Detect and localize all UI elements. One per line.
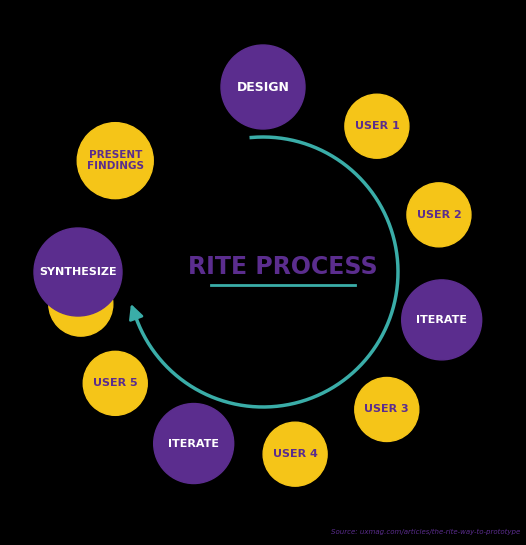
Circle shape [154,403,234,483]
Circle shape [34,228,122,316]
Text: USER 6: USER 6 [58,299,103,309]
Circle shape [83,352,147,415]
Text: DESIGN: DESIGN [237,81,289,94]
Circle shape [49,272,113,336]
Circle shape [221,45,305,129]
Text: ITERATE: ITERATE [416,315,467,325]
Circle shape [345,94,409,158]
Text: RITE PROCESS: RITE PROCESS [188,255,378,279]
Circle shape [77,123,153,199]
Text: PRESENT
FINDINGS: PRESENT FINDINGS [87,150,144,172]
Text: SYNTHESIZE: SYNTHESIZE [39,267,117,277]
Circle shape [407,183,471,247]
Text: Source: uxmag.com/articles/the-rite-way-to-prototype: Source: uxmag.com/articles/the-rite-way-… [331,529,520,535]
Text: USER 3: USER 3 [365,404,409,415]
Circle shape [263,422,327,486]
Text: USER 1: USER 1 [355,121,399,131]
Text: USER 5: USER 5 [93,378,138,389]
Text: USER 2: USER 2 [417,210,461,220]
Text: ITERATE: ITERATE [168,439,219,449]
Circle shape [402,280,482,360]
Circle shape [355,378,419,441]
Text: USER 4: USER 4 [272,449,318,459]
